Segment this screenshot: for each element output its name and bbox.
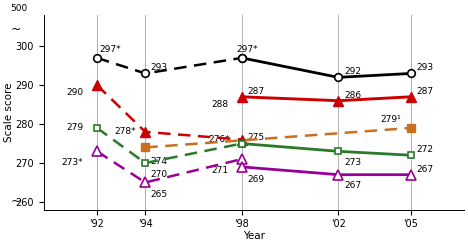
Text: 278*: 278* — [115, 127, 136, 136]
Text: 279¹: 279¹ — [380, 115, 401, 124]
Text: 293: 293 — [151, 63, 168, 73]
Y-axis label: Scale score: Scale score — [4, 83, 14, 142]
X-axis label: Year: Year — [243, 231, 265, 241]
Text: 293: 293 — [417, 63, 433, 73]
Text: ~: ~ — [10, 195, 21, 208]
Text: 290: 290 — [66, 87, 84, 97]
Text: 273*: 273* — [61, 158, 82, 167]
Text: 269: 269 — [248, 175, 264, 184]
Text: ~: ~ — [10, 23, 21, 36]
Text: 275: 275 — [248, 134, 264, 143]
Text: 286: 286 — [344, 91, 361, 100]
Text: 279: 279 — [66, 123, 84, 133]
Text: 500: 500 — [10, 4, 28, 13]
Text: 276*: 276* — [208, 135, 230, 144]
Text: 271: 271 — [211, 166, 228, 175]
Text: 287: 287 — [248, 87, 264, 96]
Text: 267: 267 — [344, 181, 361, 190]
Text: 297*: 297* — [100, 45, 121, 54]
Text: 288: 288 — [211, 99, 228, 109]
Text: 267: 267 — [417, 165, 433, 174]
Text: 292: 292 — [344, 67, 361, 76]
Text: 270: 270 — [151, 170, 168, 179]
Text: 297*: 297* — [236, 45, 258, 54]
Text: 273: 273 — [344, 158, 361, 167]
Text: 272: 272 — [417, 145, 433, 154]
Text: 287: 287 — [417, 87, 433, 96]
Text: 265: 265 — [151, 190, 168, 199]
Text: 274: 274 — [151, 157, 168, 166]
